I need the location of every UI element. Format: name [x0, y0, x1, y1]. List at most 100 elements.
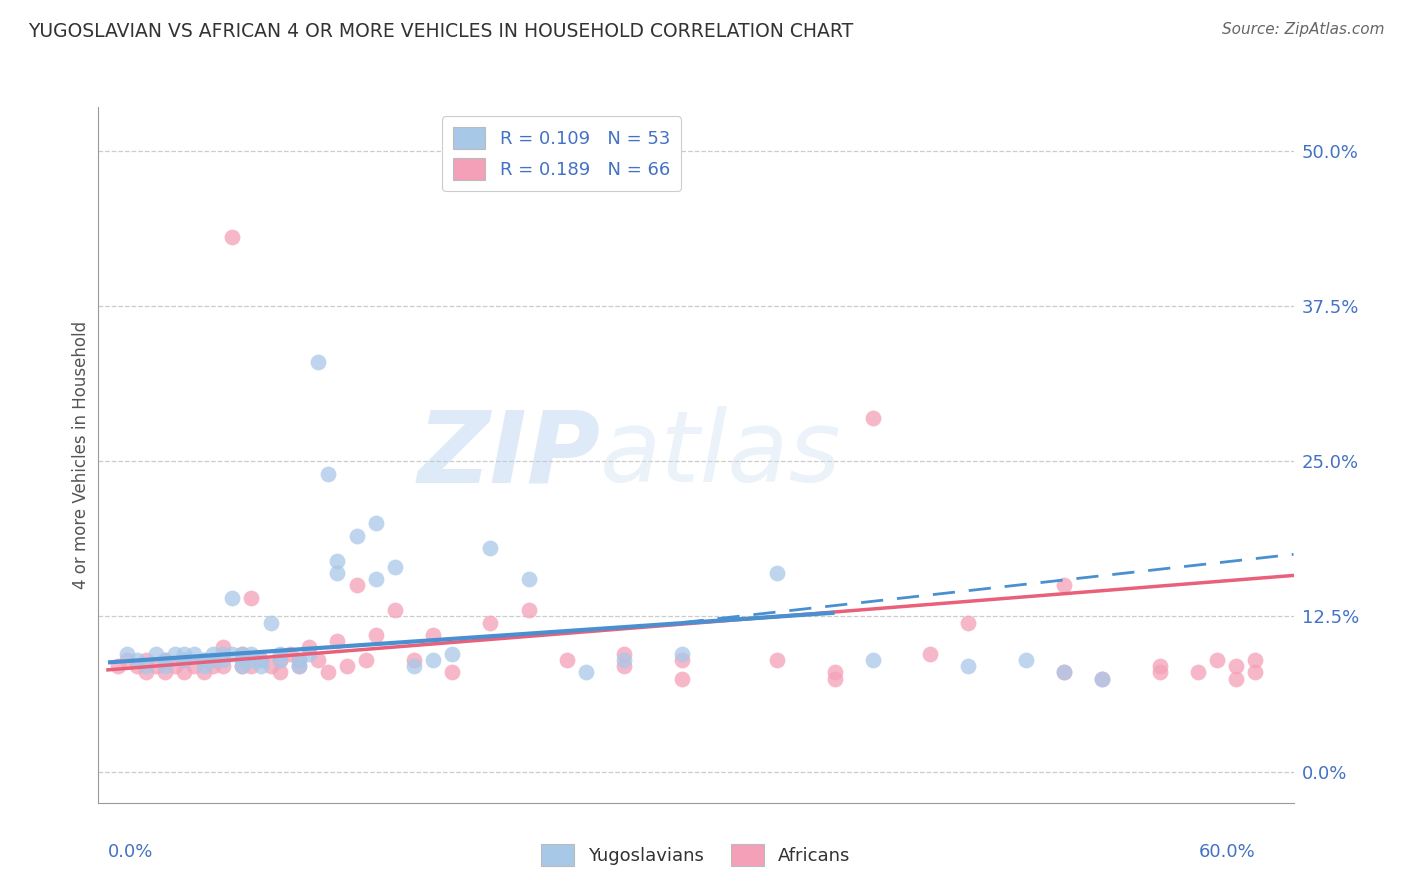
- Point: [155, 653, 177, 667]
- Point: [250, 653, 273, 667]
- Point: [575, 665, 598, 680]
- Text: 60.0%: 60.0%: [1198, 843, 1256, 861]
- Point: [1053, 665, 1076, 680]
- Point: [231, 653, 253, 667]
- Point: [115, 653, 138, 667]
- Point: [145, 659, 167, 673]
- Point: [307, 355, 329, 369]
- Point: [193, 653, 215, 667]
- Point: [613, 659, 636, 673]
- Point: [155, 665, 177, 680]
- Point: [671, 672, 693, 686]
- Point: [173, 647, 195, 661]
- Point: [336, 659, 359, 673]
- Point: [115, 647, 138, 661]
- Point: [145, 647, 167, 661]
- Point: [193, 653, 215, 667]
- Point: [1091, 672, 1114, 686]
- Point: [346, 529, 368, 543]
- Text: 0.0%: 0.0%: [108, 843, 153, 861]
- Point: [202, 659, 225, 673]
- Point: [240, 653, 263, 667]
- Point: [326, 553, 349, 567]
- Point: [269, 647, 291, 661]
- Point: [555, 653, 578, 667]
- Point: [364, 516, 387, 531]
- Point: [364, 628, 387, 642]
- Point: [298, 640, 321, 655]
- Point: [155, 659, 177, 673]
- Point: [288, 659, 311, 673]
- Point: [613, 647, 636, 661]
- Point: [202, 653, 225, 667]
- Point: [211, 653, 233, 667]
- Point: [193, 659, 215, 673]
- Point: [441, 647, 464, 661]
- Point: [1149, 659, 1171, 673]
- Point: [316, 467, 339, 481]
- Point: [957, 659, 980, 673]
- Point: [173, 653, 195, 667]
- Point: [326, 634, 349, 648]
- Point: [517, 603, 540, 617]
- Point: [269, 653, 291, 667]
- Point: [422, 653, 444, 667]
- Point: [202, 647, 225, 661]
- Point: [240, 647, 263, 661]
- Point: [231, 659, 253, 673]
- Point: [316, 665, 339, 680]
- Point: [402, 659, 425, 673]
- Point: [259, 659, 281, 673]
- Point: [1225, 672, 1247, 686]
- Point: [278, 647, 301, 661]
- Point: [1091, 672, 1114, 686]
- Point: [202, 653, 225, 667]
- Point: [1149, 665, 1171, 680]
- Point: [135, 659, 157, 673]
- Point: [824, 672, 846, 686]
- Point: [211, 647, 233, 661]
- Point: [231, 647, 253, 661]
- Point: [173, 653, 195, 667]
- Point: [326, 566, 349, 580]
- Point: [125, 653, 148, 667]
- Text: Source: ZipAtlas.com: Source: ZipAtlas.com: [1222, 22, 1385, 37]
- Text: atlas: atlas: [600, 407, 842, 503]
- Point: [269, 665, 291, 680]
- Point: [862, 410, 884, 425]
- Point: [259, 615, 281, 630]
- Point: [1053, 578, 1076, 592]
- Point: [231, 647, 253, 661]
- Point: [125, 659, 148, 673]
- Point: [250, 659, 273, 673]
- Point: [1206, 653, 1229, 667]
- Point: [766, 566, 789, 580]
- Point: [135, 653, 157, 667]
- Legend: Yugoslavians, Africans: Yugoslavians, Africans: [530, 833, 862, 877]
- Point: [1187, 665, 1209, 680]
- Point: [221, 647, 243, 661]
- Point: [479, 541, 502, 555]
- Point: [384, 603, 406, 617]
- Point: [231, 659, 253, 673]
- Point: [1053, 665, 1076, 680]
- Point: [135, 665, 157, 680]
- Point: [824, 665, 846, 680]
- Point: [269, 653, 291, 667]
- Point: [307, 653, 329, 667]
- Text: YUGOSLAVIAN VS AFRICAN 4 OR MORE VEHICLES IN HOUSEHOLD CORRELATION CHART: YUGOSLAVIAN VS AFRICAN 4 OR MORE VEHICLE…: [28, 22, 853, 41]
- Point: [402, 653, 425, 667]
- Point: [183, 647, 205, 661]
- Point: [957, 615, 980, 630]
- Point: [163, 647, 186, 661]
- Point: [920, 647, 942, 661]
- Text: ZIP: ZIP: [418, 407, 600, 503]
- Point: [346, 578, 368, 592]
- Point: [288, 653, 311, 667]
- Point: [354, 653, 377, 667]
- Point: [671, 653, 693, 667]
- Point: [479, 615, 502, 630]
- Point: [107, 659, 129, 673]
- Point: [221, 591, 243, 605]
- Point: [441, 665, 464, 680]
